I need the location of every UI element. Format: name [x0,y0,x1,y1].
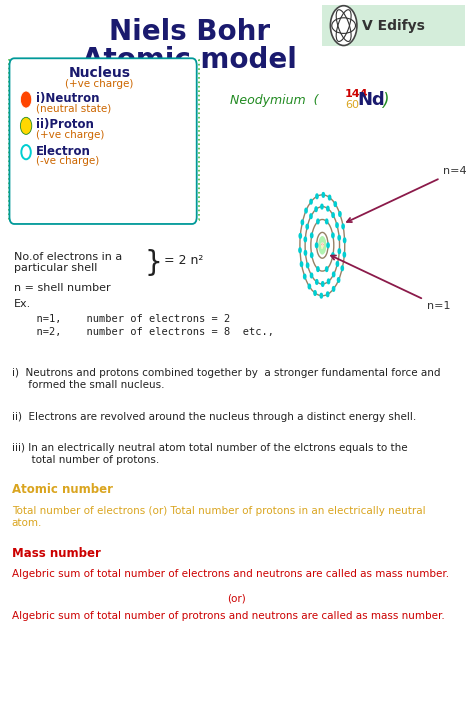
Ellipse shape [322,282,324,286]
Ellipse shape [327,292,328,296]
Ellipse shape [299,248,301,252]
Ellipse shape [323,243,324,245]
Ellipse shape [321,243,322,245]
Bar [9,60,199,220]
Text: Neodymium  (: Neodymium ( [230,95,319,107]
Text: Atomic model: Atomic model [82,46,297,75]
Text: = 2 n²: = 2 n² [164,255,203,267]
Ellipse shape [310,214,312,218]
Text: (-ve charge): (-ve charge) [36,156,99,166]
Ellipse shape [341,266,343,270]
Text: Nd: Nd [358,90,386,109]
FancyBboxPatch shape [322,5,465,46]
Ellipse shape [326,267,328,272]
Text: (+ve charge): (+ve charge) [36,130,104,140]
Text: Nucleus: Nucleus [69,65,130,80]
Text: Ex.: Ex. [14,299,31,309]
Ellipse shape [306,225,308,229]
Ellipse shape [316,243,318,247]
Ellipse shape [342,224,344,228]
Text: Algebric sum of total number of protrons and neutrons are called as mass number.: Algebric sum of total number of protrons… [12,611,445,621]
Ellipse shape [328,196,330,200]
Ellipse shape [310,273,312,277]
Text: 144: 144 [345,89,369,99]
Ellipse shape [301,220,303,225]
Ellipse shape [320,294,322,298]
Text: particular shell: particular shell [14,263,98,273]
Ellipse shape [317,267,319,272]
Text: (neutral state): (neutral state) [36,104,111,114]
Ellipse shape [322,245,323,247]
Ellipse shape [301,262,302,267]
Ellipse shape [327,243,329,247]
Text: n = shell number: n = shell number [14,283,111,293]
Ellipse shape [336,223,338,228]
Text: i)Neutron: i)Neutron [36,92,99,105]
Text: n=1,    number of electrons = 2: n=1, number of electrons = 2 [24,314,230,324]
Ellipse shape [321,246,322,249]
Ellipse shape [318,236,327,255]
Text: n=4: n=4 [347,166,467,222]
Ellipse shape [304,274,306,279]
Text: (+ve charge): (+ve charge) [65,79,134,89]
Text: ): ) [382,92,388,110]
Text: ii)  Electrons are revolved around the nucleus through a distinct energy shell.: ii) Electrons are revolved around the nu… [12,412,416,422]
Ellipse shape [322,242,323,245]
Ellipse shape [327,206,329,210]
Ellipse shape [333,287,335,291]
Ellipse shape [304,251,306,255]
Ellipse shape [333,272,335,277]
Ellipse shape [344,238,346,242]
Text: }: } [145,249,162,277]
Text: Algebric sum of total number of electrons and neutrons are called as mass number: Algebric sum of total number of electron… [12,569,449,579]
Ellipse shape [305,208,307,213]
Ellipse shape [328,279,329,284]
Ellipse shape [332,233,334,237]
Ellipse shape [337,278,339,282]
Text: Mass number: Mass number [12,547,100,560]
Ellipse shape [316,194,318,198]
Text: No.of electrons in a: No.of electrons in a [14,252,122,262]
Circle shape [20,117,32,134]
Circle shape [330,6,357,46]
Ellipse shape [311,233,313,237]
Ellipse shape [300,234,301,238]
Text: i)  Neutrons and protons combined together by  a stronger fundamental force and
: i) Neutrons and protons combined togethe… [12,368,440,390]
Ellipse shape [332,253,334,257]
Text: 60: 60 [345,100,359,110]
Ellipse shape [322,193,324,197]
Text: n=1: n=1 [331,255,450,311]
Ellipse shape [322,245,324,247]
Ellipse shape [326,219,328,223]
Ellipse shape [332,213,334,218]
FancyBboxPatch shape [9,58,197,224]
Ellipse shape [314,291,316,295]
Text: (or): (or) [228,594,246,604]
Ellipse shape [309,284,310,289]
Text: iii) In an electrically neutral atom total number of the elctrons equals to the
: iii) In an electrically neutral atom tot… [12,443,408,464]
Ellipse shape [334,202,336,206]
Ellipse shape [339,212,341,216]
Ellipse shape [338,249,340,253]
Text: Electron: Electron [36,145,91,158]
Ellipse shape [337,262,338,266]
Text: n=2,    number of electrons = 8  etc.,: n=2, number of electrons = 8 etc., [24,327,273,337]
Ellipse shape [310,200,312,204]
Circle shape [20,91,32,108]
Text: Total number of electrons (or) Total number of protons in an electrically neutra: Total number of electrons (or) Total num… [12,506,426,528]
Ellipse shape [315,207,317,211]
Text: Atomic number: Atomic number [12,483,113,496]
Ellipse shape [316,280,318,284]
Text: ii)Proton: ii)Proton [36,118,93,131]
Text: V Edifys: V Edifys [362,18,425,33]
Ellipse shape [321,205,323,209]
Circle shape [21,145,31,159]
Ellipse shape [338,235,340,240]
Text: Niels Bohr: Niels Bohr [109,18,270,46]
Ellipse shape [307,263,309,267]
Ellipse shape [343,252,345,257]
Ellipse shape [304,237,306,242]
Ellipse shape [311,253,313,257]
Ellipse shape [317,219,319,223]
